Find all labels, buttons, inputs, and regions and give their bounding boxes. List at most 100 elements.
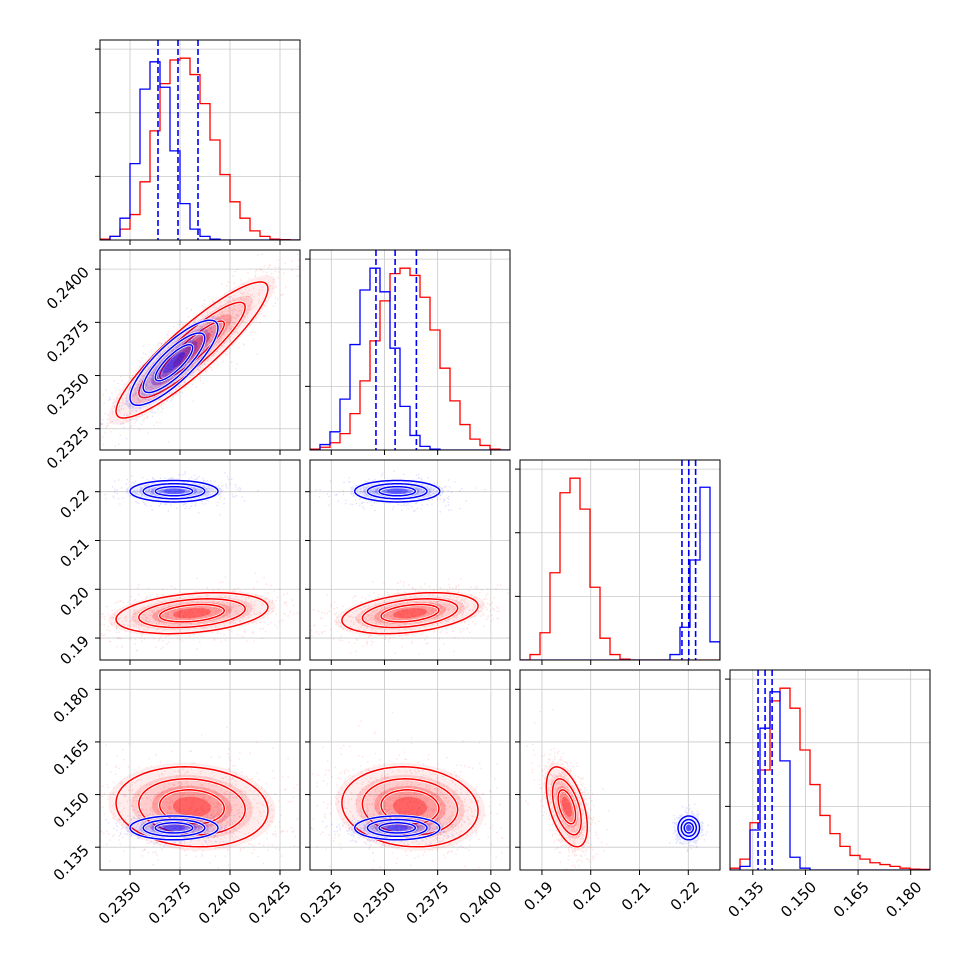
pair-panel-0-1 <box>100 250 300 450</box>
hist-step-red <box>100 57 300 240</box>
hist-panel-0 <box>100 40 300 240</box>
panel-frame <box>519 459 721 661</box>
contour-line-red <box>380 603 440 623</box>
x-tick-label: 0.2350 <box>95 878 145 928</box>
density-fill-blue <box>386 488 408 494</box>
contour-line-blue <box>142 482 206 500</box>
x-tick-label: 0.20 <box>569 878 605 914</box>
panel-frame <box>729 669 931 871</box>
contour-line-blue <box>154 343 194 382</box>
density-fill-red <box>393 608 427 619</box>
panel-frame <box>99 669 301 871</box>
contour-line-red <box>557 789 577 825</box>
pair-panel-0-2 <box>100 460 300 660</box>
density-fill-blue <box>150 340 198 386</box>
contour-line-blue <box>366 482 428 500</box>
y-tick-label: 0.2325 <box>43 423 93 473</box>
density-fill-red <box>173 608 211 619</box>
y-tick-label: 0.2350 <box>43 370 93 420</box>
contour-line-red <box>380 789 440 825</box>
density-fill-red <box>561 796 572 817</box>
y-tick-label: 0.2400 <box>43 263 93 313</box>
density-fill-blue <box>680 818 698 838</box>
density-fill-blue <box>163 824 185 831</box>
contour-line-red <box>115 281 269 419</box>
scatter-blue <box>669 803 709 852</box>
density-fill-blue <box>686 824 692 831</box>
x-tick-label: 0.19 <box>520 878 556 914</box>
scatter-red <box>310 578 510 655</box>
pair-layer <box>100 726 299 870</box>
contour-line-blue <box>142 818 206 837</box>
x-tick-label: 0.2425 <box>245 878 295 928</box>
contour-line-red <box>158 603 226 623</box>
density-fill-red <box>173 796 211 817</box>
contour-line-blue <box>142 332 206 394</box>
x-tick-label: 0.2375 <box>403 878 453 928</box>
x-tick-label: 0.2400 <box>195 878 245 928</box>
y-tick-label: 0.165 <box>50 736 93 779</box>
pair-panel-0-3 <box>100 670 300 870</box>
contour-line-red <box>158 789 226 825</box>
hist-panel-2 <box>520 460 720 660</box>
hist-panel-3 <box>730 670 930 870</box>
hist-step-blue <box>100 61 300 240</box>
scatter-red <box>100 572 299 652</box>
contour-line-blue <box>378 485 417 497</box>
pair-layer <box>310 470 510 655</box>
contour-line-blue <box>366 818 428 837</box>
x-tick-label: 0.180 <box>882 878 925 921</box>
y-tick-label: 0.135 <box>50 841 93 884</box>
contour-line-red <box>115 766 269 848</box>
contour-line-blue <box>378 822 417 834</box>
y-tick-label: 0.2375 <box>43 316 93 366</box>
hist-step-red <box>310 267 510 450</box>
scatter-blue <box>104 471 259 516</box>
y-tick-label: 0.22 <box>56 486 92 522</box>
contour-line-red <box>341 766 479 848</box>
density-fill-blue <box>386 824 408 831</box>
y-tick-label: 0.19 <box>56 632 92 668</box>
contour-line-blue <box>154 822 194 834</box>
density-fill-red <box>335 762 485 851</box>
contour-line-blue <box>129 479 219 503</box>
y-tick-label: 0.150 <box>50 789 93 832</box>
pair-panel-1-3 <box>310 670 510 870</box>
hist-step-blue <box>520 486 720 660</box>
contour-line-red <box>341 591 479 635</box>
density-fill-blue <box>138 482 210 500</box>
contour-line-blue <box>680 818 698 837</box>
pair-layer <box>525 709 709 870</box>
density-fill-blue <box>363 482 432 500</box>
scatter-red <box>100 726 299 870</box>
contour-line-blue <box>129 319 219 407</box>
density-fill-blue <box>363 818 432 838</box>
pair-layer <box>100 471 299 652</box>
contour-line-red <box>138 301 246 399</box>
pair-layer <box>310 711 503 870</box>
x-tick-label: 0.21 <box>618 878 654 914</box>
contour-line-blue <box>353 479 441 503</box>
panel-frame <box>309 669 511 871</box>
hist-panel-1 <box>310 250 510 450</box>
density-fill-blue <box>163 488 185 494</box>
contour-line-red <box>361 598 459 629</box>
pair-panel-2-3 <box>520 670 720 870</box>
panel-frame <box>309 459 511 661</box>
density-fill-red <box>393 796 427 817</box>
y-tick-label: 0.21 <box>56 535 92 571</box>
contour-line-red <box>158 320 226 380</box>
panel-frame <box>309 249 511 451</box>
x-tick-label: 0.150 <box>777 878 820 921</box>
x-tick-label: 0.2375 <box>145 878 195 928</box>
contour-line-red <box>138 598 246 629</box>
y-tick-label: 0.180 <box>50 683 93 726</box>
contour-line-red <box>115 591 269 635</box>
x-tick-label: 0.135 <box>724 878 767 921</box>
hist-step-blue <box>730 691 930 870</box>
panel-frame <box>99 459 301 661</box>
scatter-blue <box>315 470 486 513</box>
pair-layer <box>100 253 300 447</box>
x-tick-label: 0.22 <box>667 878 703 914</box>
pair-panel-1-2 <box>310 460 510 660</box>
